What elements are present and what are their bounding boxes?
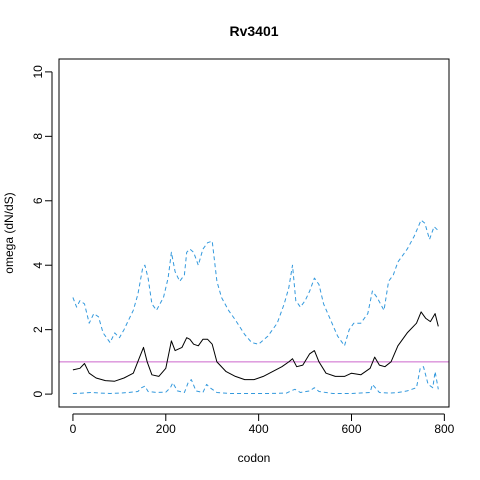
- y-tick-label: 6: [31, 197, 45, 204]
- series-line-1: [72, 219, 438, 347]
- y-tick-label: 8: [31, 133, 45, 140]
- chart-title: Rv3401: [229, 23, 278, 39]
- x-tick-label: 0: [70, 422, 77, 436]
- x-tick-label: 200: [156, 422, 176, 436]
- y-tick-label: 4: [31, 262, 45, 269]
- y-tick-label: 2: [31, 326, 45, 333]
- y-axis-title: omega (dN/dS): [2, 192, 16, 273]
- x-axis-title: codon: [238, 451, 271, 465]
- y-tick-label: 0: [31, 390, 45, 397]
- series-line-0: [72, 311, 439, 382]
- series-line-2: [72, 366, 439, 394]
- plot-frame: [58, 58, 450, 408]
- x-tick-label: 800: [434, 422, 454, 436]
- y-tick-label: 10: [31, 65, 45, 79]
- x-tick-label: 600: [341, 422, 361, 436]
- plot-area: 0 200 400 600 800 0 2 4 6 8 10: [31, 58, 455, 436]
- x-tick-label: 400: [249, 422, 269, 436]
